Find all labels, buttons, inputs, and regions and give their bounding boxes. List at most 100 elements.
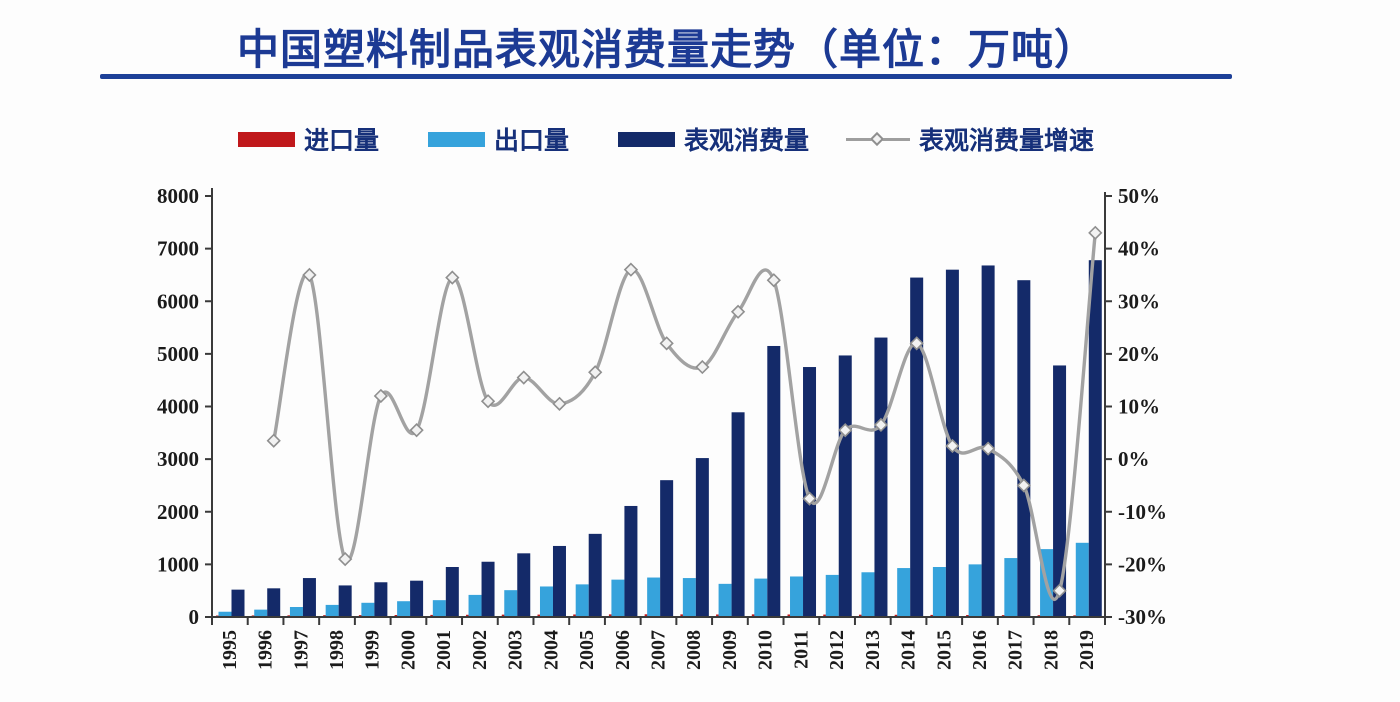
x-tick-label-2010: 2010 <box>755 630 777 670</box>
growth-marker-2013 <box>873 417 889 433</box>
consumption-swatch-icon <box>618 131 675 147</box>
legend-label-consumption: 表观消费量 <box>684 127 810 155</box>
bar-export-2015 <box>932 567 946 617</box>
legend: 进口量 出口量 表观消费量 表观消费量增速 <box>0 122 1400 156</box>
bar-consumption-2000 <box>410 580 424 617</box>
growth-marker-2000 <box>409 423 424 438</box>
x-tick-label-2018: 2018 <box>1040 630 1062 670</box>
growth-marker-2019 <box>1088 225 1103 240</box>
bar-consumption-1999 <box>374 582 388 617</box>
bar-export-2004 <box>539 586 553 617</box>
growth-marker-2001 <box>445 270 460 285</box>
bar-consumption-2009 <box>731 412 745 617</box>
bar-export-1995 <box>218 611 232 617</box>
right-tick-label--10%: -10% <box>1118 500 1167 524</box>
growth-marker-2005 <box>588 365 603 380</box>
bar-consumption-2004 <box>552 545 566 617</box>
left-tick-label-1000: 1000 <box>157 552 199 576</box>
bar-export-2005 <box>575 584 589 617</box>
chart-title: 中国塑料制品表观消费量走势（单位：万吨） <box>236 26 1098 73</box>
bar-consumption-2019 <box>1088 260 1102 617</box>
bar-consumption-2013 <box>874 337 888 617</box>
growth-marker-2018 <box>1052 583 1067 598</box>
growth-line <box>272 232 1097 602</box>
bar-consumption-2002 <box>481 561 495 617</box>
bar-export-1996 <box>254 609 268 617</box>
x-tick-label-2008: 2008 <box>683 630 705 670</box>
x-tick-label-2002: 2002 <box>469 630 491 670</box>
legend-item-export: 出口量 <box>428 122 569 156</box>
left-tick-label-6000: 6000 <box>157 289 199 313</box>
bar-consumption-1995 <box>231 589 245 617</box>
growth-marker-2002 <box>480 394 496 409</box>
bar-export-2012 <box>825 574 839 617</box>
growth-line-marker-icon <box>846 131 910 147</box>
bar-consumption-2003 <box>517 553 531 617</box>
growth-marker-2015 <box>945 438 960 454</box>
growth-marker-1999 <box>373 388 389 404</box>
bar-consumption-2012 <box>838 355 852 617</box>
legend-item-consumption: 表观消费量 <box>618 122 809 156</box>
growth-marker-2003 <box>516 370 531 385</box>
x-tick-label-2001: 2001 <box>433 630 455 670</box>
x-tick-label-1997: 1997 <box>290 630 312 670</box>
growth-marker-2009 <box>730 304 746 319</box>
bar-export-2017 <box>1004 558 1018 617</box>
x-tick-label-1999: 1999 <box>362 630 384 670</box>
bar-consumption-2008 <box>695 458 709 617</box>
x-tick-label-2003: 2003 <box>505 630 527 670</box>
x-tick-label-2012: 2012 <box>826 630 848 670</box>
title-underline <box>100 74 1232 79</box>
right-tick-label--20%: -20% <box>1118 552 1167 576</box>
left-tick-label-4000: 4000 <box>157 395 199 419</box>
bar-export-2006 <box>611 579 625 617</box>
x-tick-label-2007: 2007 <box>648 630 670 670</box>
x-tick-label-1996: 1996 <box>255 630 277 670</box>
bar-export-1997 <box>289 607 303 617</box>
growth-marker-2007 <box>659 336 674 351</box>
bar-consumption-2001 <box>445 567 459 617</box>
bar-consumption-2007 <box>660 480 674 617</box>
left-tick-label-7000: 7000 <box>157 237 199 261</box>
growth-marker-1998 <box>338 551 353 567</box>
right-tick-label-0%: 0% <box>1118 447 1150 471</box>
legend-item-import: 进口量 <box>238 122 379 156</box>
bar-consumption-1996 <box>267 588 281 617</box>
left-tick-label-5000: 5000 <box>157 342 199 366</box>
growth-marker-1997 <box>302 267 317 283</box>
bar-export-2019 <box>1075 542 1089 617</box>
growth-marker-2011 <box>802 491 817 506</box>
right-tick-label-40%: 40% <box>1118 237 1160 261</box>
bar-export-2009 <box>718 583 732 617</box>
x-tick-label-1998: 1998 <box>326 630 348 670</box>
bar-export-2016 <box>968 564 982 617</box>
legend-label-import: 进口量 <box>304 127 380 155</box>
x-tick-label-2011: 2011 <box>790 630 812 669</box>
legend-item-growth: 表观消费量增速 <box>846 122 1094 156</box>
x-tick-label-2014: 2014 <box>898 630 920 670</box>
bar-consumption-2016 <box>981 265 995 617</box>
bar-consumption-2018 <box>1053 365 1067 617</box>
bar-export-2002 <box>468 594 482 617</box>
bar-export-1999 <box>361 602 375 617</box>
x-tick-label-2005: 2005 <box>576 630 598 670</box>
x-tick-label-2004: 2004 <box>540 630 562 670</box>
x-tick-label-2013: 2013 <box>862 630 884 670</box>
right-tick-label-50%: 50% <box>1118 184 1160 208</box>
import-swatch-icon <box>238 131 295 147</box>
x-tick-label-1995: 1995 <box>219 630 241 670</box>
bar-export-2007 <box>647 577 661 617</box>
left-tick-label-8000: 8000 <box>157 184 199 208</box>
growth-marker-2004 <box>552 396 567 412</box>
x-tick-label-2009: 2009 <box>719 630 741 670</box>
bar-consumption-1998 <box>338 585 352 617</box>
growth-marker-2014 <box>909 336 924 351</box>
bar-export-2013 <box>861 572 875 617</box>
export-swatch-icon <box>428 131 485 147</box>
bar-consumption-2014 <box>910 277 924 617</box>
bar-export-2000 <box>397 601 411 617</box>
growth-marker-2010 <box>766 273 781 288</box>
bar-export-2014 <box>897 568 911 617</box>
bar-consumption-1997 <box>302 578 316 617</box>
